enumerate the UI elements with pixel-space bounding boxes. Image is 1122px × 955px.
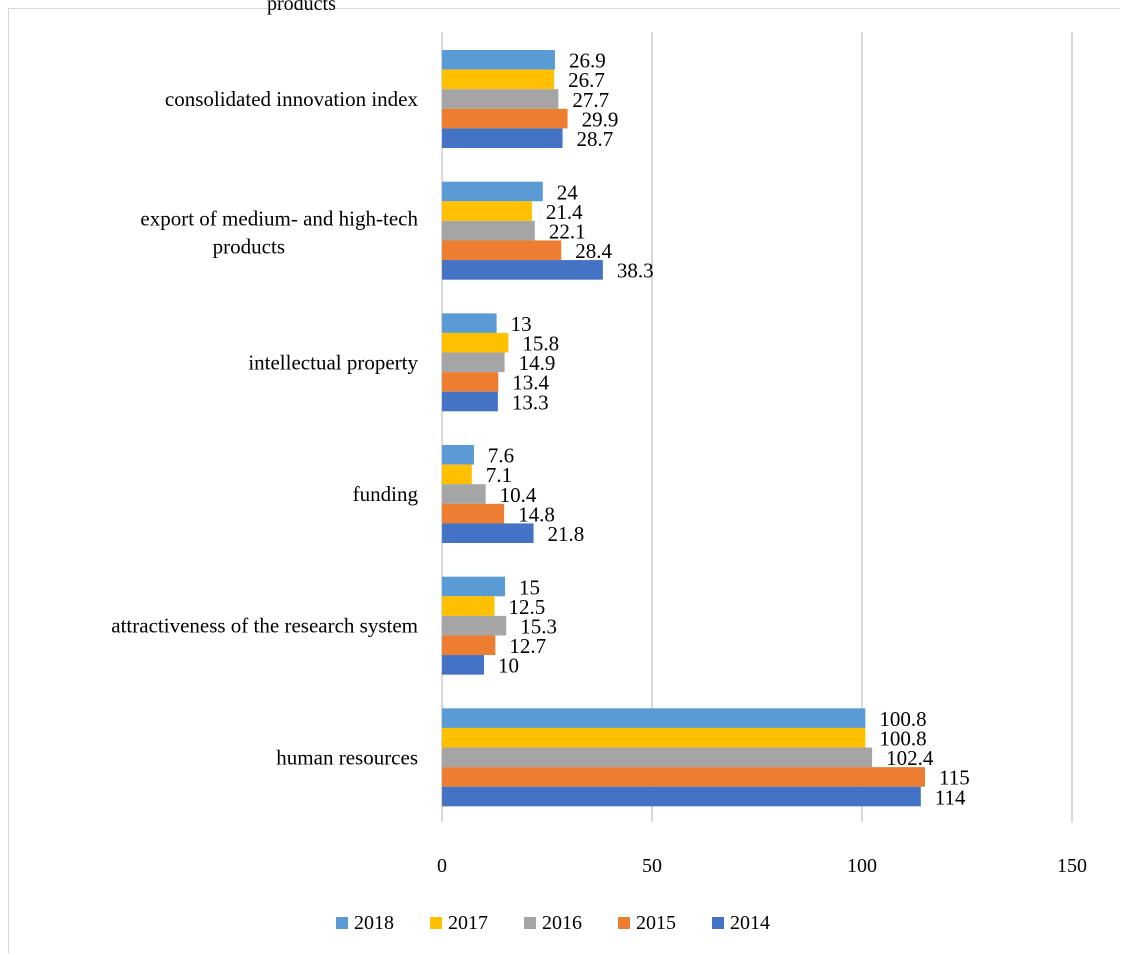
bar	[442, 352, 505, 373]
bar	[442, 128, 563, 148]
x-tick-label: 50	[642, 855, 662, 877]
bar	[442, 747, 873, 768]
category-labels: consolidated innovation index export of m…	[111, 87, 418, 769]
data-label: 21.4	[546, 200, 583, 224]
legend-swatch	[712, 917, 724, 929]
bar	[442, 464, 472, 485]
category-label: intellectual property	[248, 350, 418, 374]
data-label: 13	[511, 312, 532, 336]
data-label: 14.9	[519, 351, 556, 375]
bar	[442, 576, 505, 597]
data-label: 27.7	[572, 88, 609, 112]
bar	[442, 201, 532, 221]
category-label: funding	[353, 482, 419, 506]
bar	[442, 503, 505, 524]
legend-label: 2018	[354, 912, 394, 934]
bar	[442, 391, 498, 412]
data-label: 114	[935, 785, 966, 809]
category-label: products	[213, 235, 285, 259]
data-label: 15.8	[522, 332, 559, 356]
bar	[442, 484, 486, 504]
bar	[442, 181, 543, 202]
bar	[442, 708, 866, 728]
legend-swatch	[618, 917, 630, 929]
bar	[442, 50, 555, 70]
data-label: 12.7	[509, 634, 546, 658]
bar	[442, 523, 534, 543]
bar	[442, 108, 568, 129]
data-label: 7.6	[488, 444, 514, 468]
data-label: 13.4	[512, 371, 549, 395]
legend-swatch	[524, 917, 536, 929]
bar	[442, 445, 474, 465]
bar	[442, 313, 497, 333]
data-label: 26.9	[569, 49, 606, 73]
data-label: 29.9	[582, 107, 619, 131]
data-label: 28.7	[577, 127, 614, 151]
data-label: 28.4	[575, 239, 612, 263]
data-label: 24	[557, 180, 579, 204]
data-label: 14.8	[518, 502, 555, 526]
bar	[442, 260, 603, 280]
bars	[442, 50, 925, 807]
bar	[442, 635, 496, 656]
data-label: 7.1	[486, 463, 512, 487]
data-label: 102.4	[886, 746, 934, 770]
bar	[442, 596, 495, 616]
data-label: 15	[519, 575, 540, 599]
top-caption: products	[267, 0, 336, 15]
data-label: 100.8	[879, 727, 926, 751]
legend-label: 2017	[448, 912, 488, 934]
x-tick-label: 150	[1057, 855, 1087, 877]
gridlines	[441, 32, 1073, 822]
bar	[442, 220, 535, 241]
legend-label: 2014	[730, 912, 770, 934]
legend: 2018 2017 2016 2015 2014	[336, 912, 770, 934]
data-label: 13.3	[512, 390, 549, 414]
bar	[442, 69, 555, 90]
x-tick-label: 0	[437, 855, 447, 877]
category-label: attractiveness of the research system	[111, 614, 418, 638]
bar	[442, 767, 925, 787]
category-label: consolidated innovation index	[165, 87, 419, 111]
data-label: 38.3	[617, 259, 654, 283]
legend-label: 2015	[636, 912, 676, 934]
data-label: 21.8	[548, 522, 585, 546]
chart-frame: products	[8, 0, 1120, 953]
bar	[442, 786, 921, 807]
legend-swatch	[430, 917, 442, 929]
bar	[442, 727, 866, 748]
data-label: 26.7	[568, 68, 605, 92]
data-label: 115	[939, 766, 970, 790]
category-label: human resources	[276, 745, 418, 769]
data-label: 22.1	[549, 219, 586, 243]
data-label: 12.5	[509, 595, 546, 619]
bar	[442, 615, 507, 636]
data-label: 100.8	[879, 707, 926, 731]
legend-swatch	[336, 917, 348, 929]
legend-label: 2016	[542, 912, 582, 934]
bar	[442, 372, 499, 392]
data-label: 10	[498, 654, 519, 678]
bar	[442, 332, 509, 353]
bar	[442, 240, 562, 261]
data-label: 15.3	[520, 614, 557, 638]
x-tick-label: 100	[847, 855, 877, 877]
bar	[442, 655, 484, 675]
data-label: 10.4	[500, 483, 537, 507]
bar	[442, 89, 559, 109]
x-tick-labels: 0 50 100 150	[437, 855, 1087, 877]
category-label: export of medium- and high-tech	[140, 207, 418, 231]
